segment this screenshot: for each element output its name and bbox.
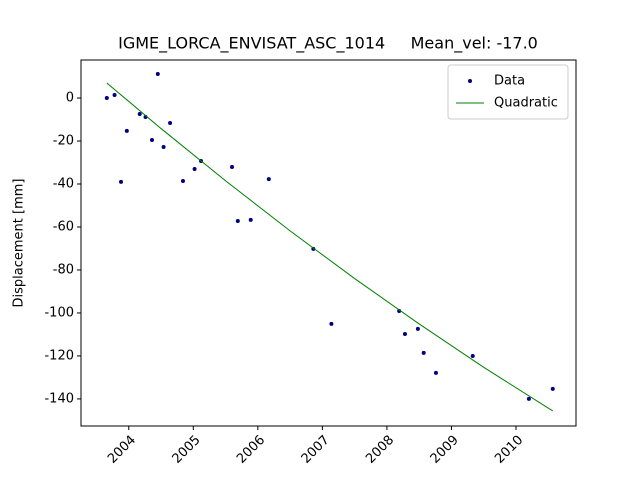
y-tick-label: -80 [53,262,74,277]
y-tick-label: 0 [66,91,74,106]
data-point [415,326,420,331]
legend-label: Quadratic [494,96,558,111]
data-point [402,332,407,337]
legend-box [447,64,569,120]
y-tick-label: -140 [44,391,74,406]
data-point [550,386,555,391]
data-point [149,137,154,142]
data-point [155,71,160,76]
plot-area [104,71,555,412]
data-point [421,350,426,355]
y-axis-label: Displacement [mm] [12,179,27,308]
data-point [248,217,253,222]
data-point [180,178,185,183]
data-point [470,353,475,358]
data-point [124,128,129,133]
data-point [329,321,334,326]
y-tick-label: -20 [53,134,74,149]
y-tick-label: -100 [44,305,74,320]
data-point [137,111,142,116]
y-tick-label: -120 [44,348,74,363]
data-point [112,93,117,98]
data-point [235,218,240,223]
chart-title: IGME_LORCA_ENVISAT_ASC_1014 Mean_vel: -1… [118,34,538,54]
data-point [526,396,531,401]
y-tick-label: -40 [53,177,74,192]
data-point [230,165,235,170]
legend-label: Data [494,74,525,89]
fit-line [106,82,554,412]
data-point [168,120,173,125]
axes-frame [80,59,577,427]
y-tick-label: -60 [53,219,74,234]
data-point [161,145,166,150]
legend-swatch [468,79,472,83]
data-point [192,166,197,171]
data-point [266,177,271,182]
data-point [119,179,124,184]
data-point [104,96,109,101]
data-point [433,370,438,375]
